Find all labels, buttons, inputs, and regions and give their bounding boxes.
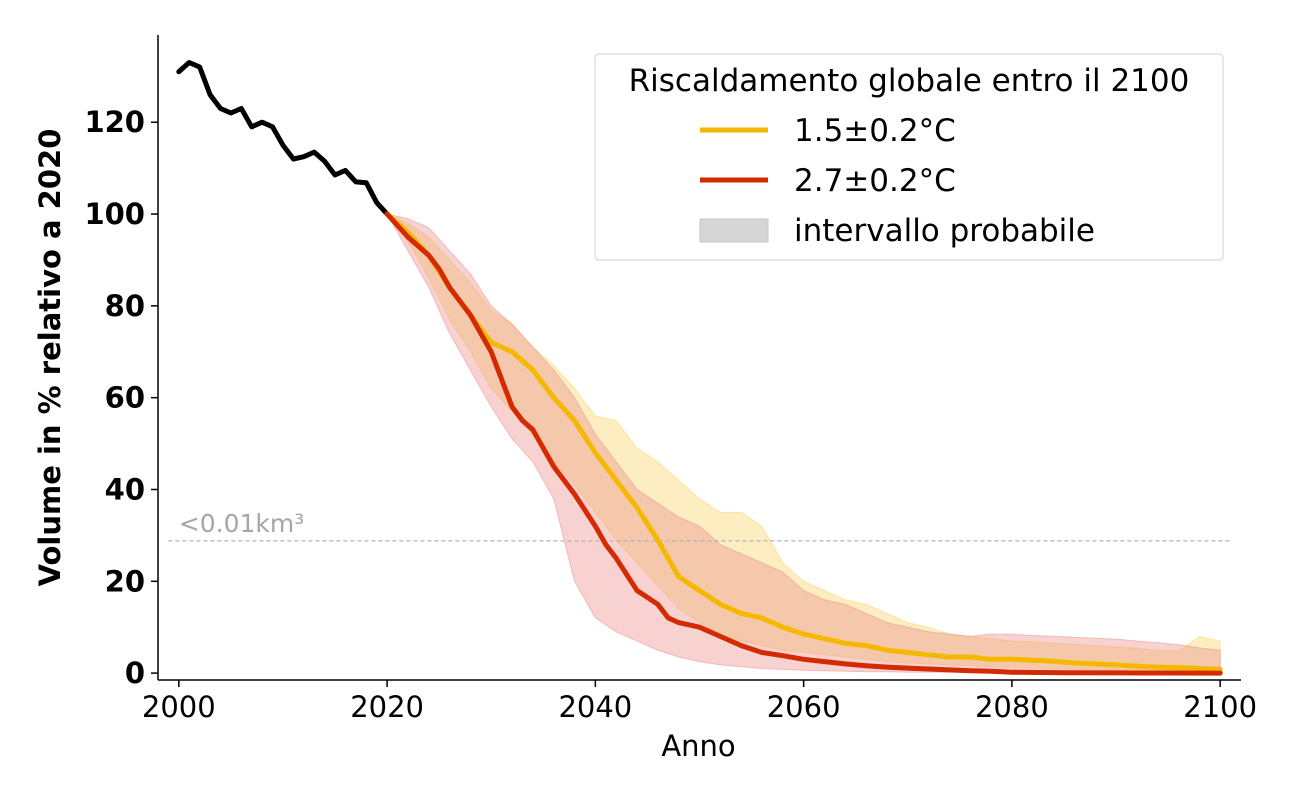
x-tick-label: 2000 (142, 690, 216, 724)
legend-label-2: 2.7±0.2°C (794, 163, 956, 199)
threshold-label: <0.01km³ (179, 509, 304, 538)
likely-range-band-2 (386, 213, 1221, 673)
y-axis-label: Volume in % relativo a 2020 (33, 129, 67, 587)
series-lines (176, 60, 1223, 676)
legend-title: Riscaldamento globale entro il 2100 (629, 63, 1190, 99)
legend: Riscaldamento globale entro il 2100 1.5±… (594, 53, 1224, 261)
legend-label-1: 1.5±0.2°C (794, 113, 956, 149)
likely-range-bands (385, 212, 1221, 673)
y-tick-label: 80 (105, 289, 145, 323)
x-tick-label: 2100 (1183, 690, 1257, 724)
legend-label-3: intervallo probabile (794, 213, 1095, 249)
legend-box (594, 53, 1224, 261)
x-tick-label: 2060 (767, 690, 841, 724)
y-tick-label: 40 (105, 472, 145, 506)
series-line-3 (384, 211, 1223, 676)
legend-entries: 1.5±0.2°C 2.7±0.2°C intervallo probabile (699, 113, 1095, 249)
y-tick-label: 100 (84, 197, 145, 231)
series-line-2 (384, 211, 1223, 672)
x-tick-label: 2080 (975, 690, 1049, 724)
x-axis-label: Anno (661, 729, 735, 763)
y-tick-label: 120 (84, 105, 145, 139)
x-tick-label: 2020 (350, 690, 424, 724)
x-ticks: 2000 2020 2040 2060 2080 2100 (142, 680, 1257, 724)
y-tick-label: 0 (125, 656, 145, 690)
series-line-1 (176, 60, 390, 217)
x-tick-label: 2040 (558, 690, 632, 724)
y-tick-label: 20 (105, 564, 145, 598)
legend-swatch-3 (699, 218, 769, 243)
y-ticks: 0 20 40 60 80 100 120 (84, 105, 158, 690)
axes (157, 35, 1241, 681)
y-tick-label: 60 (105, 381, 145, 415)
